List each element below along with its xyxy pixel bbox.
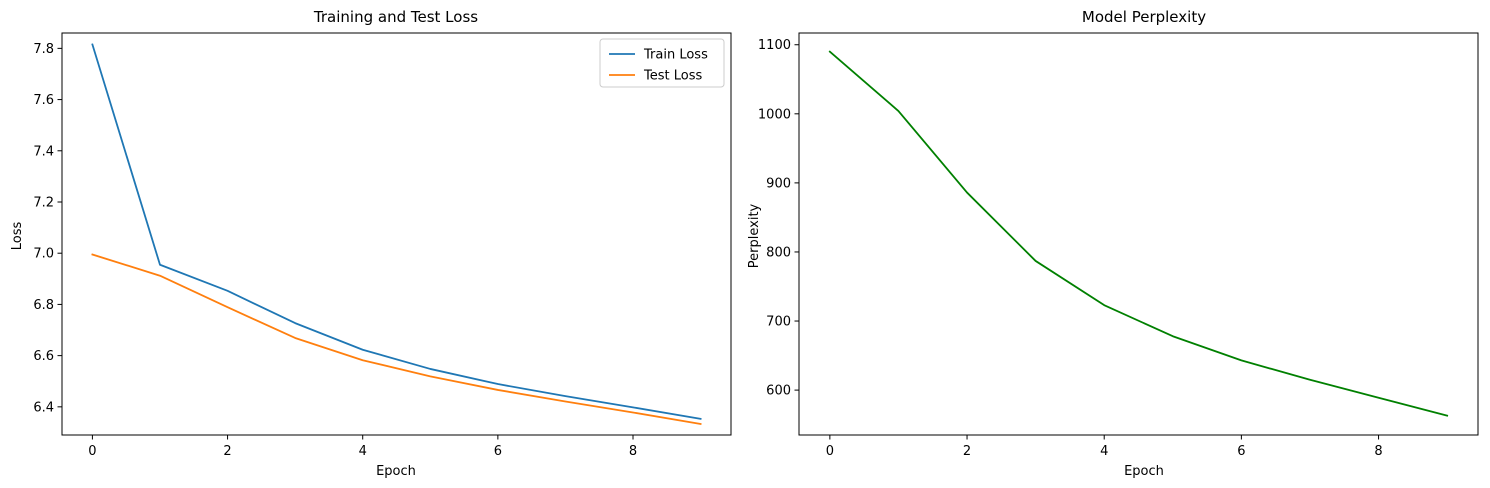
perplexity-x-tick-label: 6 xyxy=(1237,444,1245,459)
loss-series-line-1 xyxy=(91,253,702,426)
loss-legend-label: Test Loss xyxy=(643,69,702,84)
loss-y-tick-label: 6.6 xyxy=(33,349,54,364)
loss-y-tick-label: 7.4 xyxy=(33,144,54,159)
perplexity-y-axis-label: Perplexity xyxy=(747,203,762,268)
loss-axes-frame xyxy=(61,32,732,436)
loss-y-axis-label: Loss xyxy=(10,222,25,251)
loss-y-tick-label: 6.4 xyxy=(33,400,54,415)
perplexity-chart: Model Perplexity 0 2 4 6 8 600 700 800 900 1000 11… xyxy=(747,8,1479,479)
perplexity-y-tick-label: 600 xyxy=(766,384,791,399)
perplexity-plot-area: 0 2 4 6 8 600 700 800 900 1000 1100 xyxy=(758,32,1479,459)
perplexity-y-tick-label: 900 xyxy=(766,176,791,191)
loss-y-tick-label: 7.2 xyxy=(33,195,54,210)
loss-y-tick-label: 7.6 xyxy=(33,93,54,108)
perplexity-chart-title: Model Perplexity xyxy=(1082,8,1206,26)
loss-x-tick-label: 0 xyxy=(88,444,96,459)
perplexity-y-tick-label: 1100 xyxy=(758,38,791,53)
perplexity-series-line-0 xyxy=(828,50,1449,417)
perplexity-x-tick-label: 2 xyxy=(963,444,971,459)
loss-x-tick-label: 4 xyxy=(359,444,367,459)
loss-y-tick-label: 7.8 xyxy=(33,42,54,57)
loss-x-tick-label: 2 xyxy=(223,444,231,459)
perplexity-y-tick-label: 800 xyxy=(766,245,791,260)
perplexity-y-tick-label: 700 xyxy=(766,315,791,330)
loss-x-tick-label: 6 xyxy=(494,444,502,459)
perplexity-x-axis-label: Epoch xyxy=(1124,464,1164,479)
perplexity-y-tick-label: 1000 xyxy=(758,107,791,122)
loss-x-axis-label: Epoch xyxy=(376,464,416,479)
perplexity-x-tick-label: 4 xyxy=(1100,444,1108,459)
loss-series-line-0 xyxy=(91,43,702,420)
perplexity-axes-frame xyxy=(798,32,1479,436)
loss-chart: Training and Test Loss 0 2 4 6 8 6.4 6.6 6.8 7.0… xyxy=(10,8,732,479)
loss-plot-area: 0 2 4 6 86.46.66.87.07.27.47.67.8 Train LossT… xyxy=(33,32,732,459)
loss-y-tick-label: 6.8 xyxy=(33,298,54,313)
loss-x-tick-label: 8 xyxy=(629,444,637,459)
perplexity-x-tick-label: 8 xyxy=(1374,444,1382,459)
loss-legend-label: Train Loss xyxy=(643,48,708,63)
perplexity-x-tick-label: 0 xyxy=(826,444,834,459)
loss-y-tick-label: 7.0 xyxy=(33,247,54,262)
loss-chart-title: Training and Test Loss xyxy=(313,8,478,26)
loss-legend: Train Loss Test Loss xyxy=(599,38,725,88)
